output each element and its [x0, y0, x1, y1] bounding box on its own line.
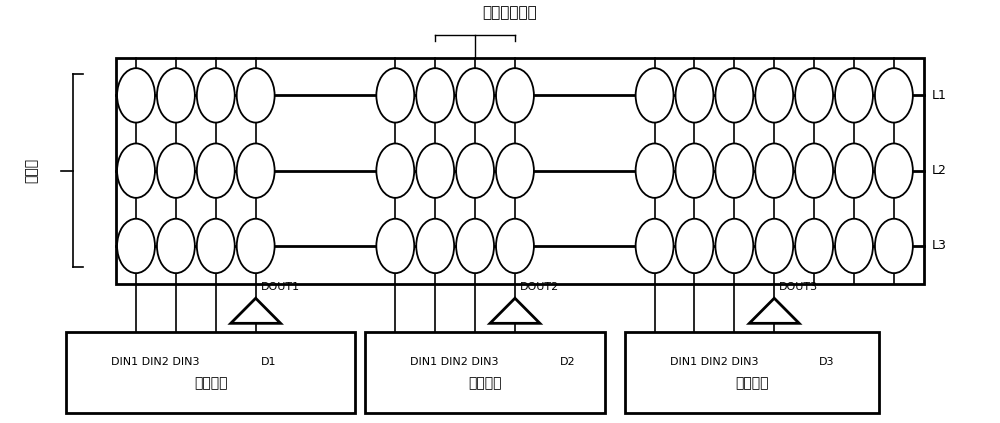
Ellipse shape: [795, 143, 833, 198]
Ellipse shape: [376, 219, 414, 273]
Ellipse shape: [157, 68, 195, 123]
Ellipse shape: [496, 143, 534, 198]
Text: 互连线: 互连线: [24, 158, 38, 183]
Ellipse shape: [197, 219, 235, 273]
Text: 逻辑模块: 逻辑模块: [468, 376, 502, 390]
Ellipse shape: [835, 219, 873, 273]
Text: L3: L3: [932, 239, 947, 253]
Ellipse shape: [795, 68, 833, 123]
Ellipse shape: [496, 219, 534, 273]
Text: D1: D1: [261, 357, 276, 367]
Text: 逻辑模块: 逻辑模块: [735, 376, 769, 390]
Text: DIN1 DIN2 DIN3: DIN1 DIN2 DIN3: [111, 357, 200, 367]
Text: D2: D2: [560, 357, 575, 367]
Ellipse shape: [715, 68, 753, 123]
Ellipse shape: [676, 68, 713, 123]
Ellipse shape: [755, 219, 793, 273]
Ellipse shape: [237, 219, 275, 273]
Ellipse shape: [117, 68, 155, 123]
Ellipse shape: [835, 68, 873, 123]
Ellipse shape: [416, 68, 454, 123]
Ellipse shape: [157, 143, 195, 198]
Ellipse shape: [197, 143, 235, 198]
Ellipse shape: [456, 143, 494, 198]
Polygon shape: [490, 298, 540, 323]
Ellipse shape: [755, 143, 793, 198]
Ellipse shape: [636, 68, 674, 123]
Ellipse shape: [197, 68, 235, 123]
Ellipse shape: [875, 143, 913, 198]
Text: DIN1 DIN2 DIN3: DIN1 DIN2 DIN3: [410, 357, 499, 367]
Ellipse shape: [676, 143, 713, 198]
Ellipse shape: [237, 68, 275, 123]
Ellipse shape: [636, 219, 674, 273]
Ellipse shape: [755, 68, 793, 123]
Ellipse shape: [875, 219, 913, 273]
Text: 逻辑模块: 逻辑模块: [194, 376, 228, 390]
Ellipse shape: [416, 219, 454, 273]
Text: DOUT3: DOUT3: [779, 282, 818, 292]
Ellipse shape: [636, 143, 674, 198]
Ellipse shape: [376, 143, 414, 198]
Ellipse shape: [835, 143, 873, 198]
Ellipse shape: [456, 68, 494, 123]
Ellipse shape: [715, 143, 753, 198]
Polygon shape: [749, 298, 799, 323]
Ellipse shape: [875, 68, 913, 123]
Ellipse shape: [795, 219, 833, 273]
Polygon shape: [231, 298, 281, 323]
Ellipse shape: [715, 219, 753, 273]
Text: 可编程互连点: 可编程互连点: [483, 5, 537, 20]
Ellipse shape: [117, 143, 155, 198]
Ellipse shape: [676, 219, 713, 273]
Text: D3: D3: [819, 357, 835, 367]
Ellipse shape: [237, 143, 275, 198]
Ellipse shape: [416, 143, 454, 198]
Ellipse shape: [496, 68, 534, 123]
Text: L1: L1: [932, 89, 947, 102]
Ellipse shape: [157, 219, 195, 273]
Text: DIN1 DIN2 DIN3: DIN1 DIN2 DIN3: [670, 357, 758, 367]
Text: DOUT2: DOUT2: [520, 282, 559, 292]
Ellipse shape: [456, 219, 494, 273]
Ellipse shape: [376, 68, 414, 123]
Text: L2: L2: [932, 164, 947, 177]
Ellipse shape: [117, 219, 155, 273]
Text: DOUT1: DOUT1: [261, 282, 300, 292]
